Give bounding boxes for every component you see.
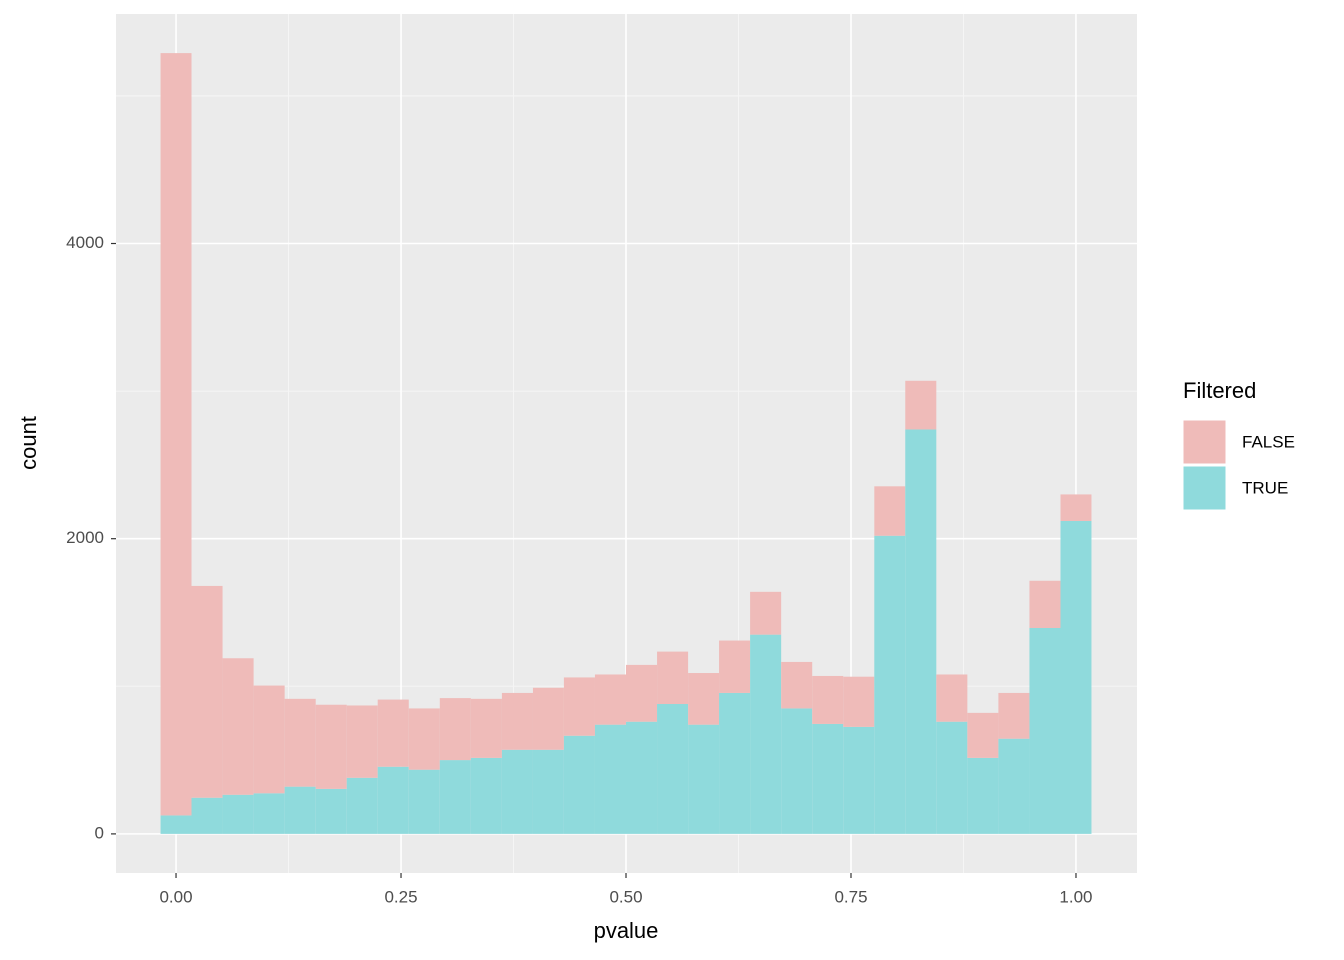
histogram-bar [563,677,595,736]
legend-key [1182,419,1227,465]
histogram-bar [501,749,533,834]
histogram-bar [874,486,906,536]
x-tick-label: 1.00 [1059,887,1092,906]
legend: FALSE TRUE [1182,419,1295,511]
histogram-bar [191,585,223,798]
histogram-bar [532,687,564,750]
legend-label: TRUE [1242,478,1288,497]
histogram-bar [222,794,254,834]
histogram-bar [812,675,844,724]
histogram-bar [284,786,316,834]
histogram-bar [626,664,658,722]
y-axis-label: count [16,416,41,470]
histogram-bar [657,651,689,705]
histogram-bar [967,757,999,834]
histogram-bar [222,658,254,795]
y-tick-label: 4000 [66,233,104,252]
histogram-bar [532,749,564,834]
histogram-bar [1060,494,1092,521]
axes: 0.00 0.25 0.50 0.75 1.00 0 2000 4000 [66,233,1092,906]
histogram-bar [905,380,937,430]
histogram-bar [1029,580,1061,628]
histogram-bar [253,685,285,794]
legend-title: Filtered [1183,378,1256,403]
histogram-bar [1029,627,1061,834]
legend-key [1182,465,1227,511]
histogram-bar [626,721,658,834]
histogram-bar [998,692,1030,739]
histogram-bar [253,793,285,834]
histogram-bar [719,692,751,834]
histogram-bar [501,692,533,750]
x-axis-label: pvalue [594,918,659,943]
histogram-bar [781,661,813,709]
histogram-bar [346,777,378,834]
y-tick-label: 2000 [66,528,104,547]
legend-label: FALSE [1242,432,1295,451]
histogram-bar [843,726,875,834]
y-tick-label: 0 [95,823,104,842]
histogram-bar [1060,520,1092,834]
histogram-bar [377,699,409,767]
histogram-bar [160,53,192,816]
histogram-bar [563,735,595,834]
histogram-bar [967,712,999,758]
histogram-bar [905,429,937,834]
histogram-bar [750,634,782,834]
histogram-bar [594,674,627,725]
histogram-bar [998,738,1030,834]
histogram-bar [781,708,813,834]
histogram-bar [719,640,751,693]
histogram-bar [346,705,378,778]
histogram-bar [315,704,347,789]
x-tick-label: 0.75 [834,887,867,906]
histogram-bar [843,676,875,727]
histogram-bar [657,704,689,834]
histogram-bar [688,724,720,834]
bars [160,53,1092,834]
histogram-bar [470,698,502,758]
histogram-bar [594,724,627,834]
histogram-bar [439,760,471,834]
histogram-bar [750,591,782,635]
histogram-bar [408,708,440,770]
histogram-bar [874,535,906,834]
histogram-bar [936,721,968,834]
histogram-bar [284,698,316,787]
histogram-bar [936,674,968,722]
histogram-bar [191,797,223,834]
x-tick-label: 0.00 [159,887,192,906]
x-tick-label: 0.25 [384,887,417,906]
x-tick-label: 0.50 [609,887,642,906]
histogram-bar [470,757,502,834]
histogram-bar [812,723,844,834]
histogram-bar [160,815,192,834]
histogram-bar [439,698,471,761]
histogram-bar [377,766,409,834]
histogram-bar [688,673,720,725]
histogram-bar [408,769,440,834]
histogram-bar [315,788,347,834]
